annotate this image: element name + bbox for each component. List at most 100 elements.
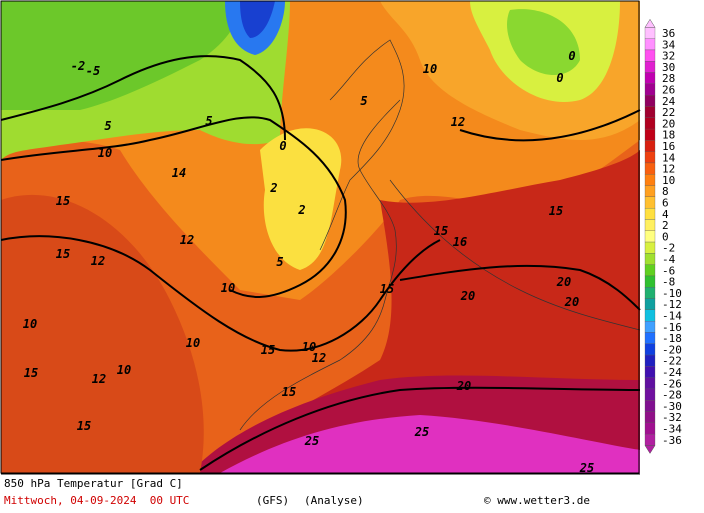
contour-label: 20: [564, 295, 579, 309]
legend-label: 24: [662, 95, 676, 108]
legend-swatch: [644, 185, 656, 198]
contour-label: 2: [269, 181, 277, 195]
legend-swatch: [644, 253, 656, 265]
legend-swatch: [644, 388, 656, 401]
legend-swatch: [644, 27, 656, 39]
color-legend: 363432302826242220181614121086420-2-4-6-…: [644, 18, 682, 454]
footer-date: Mittwoch, 04-09-2024 00 UTC: [4, 494, 189, 507]
legend-label: -12: [662, 298, 682, 311]
legend-label: 0: [662, 230, 669, 243]
contour-label: 10: [221, 281, 235, 295]
ocean-zone: [1, 194, 204, 473]
map-frame: [0, 0, 640, 474]
legend-label: -14: [662, 310, 682, 323]
legend-arrow: [644, 18, 656, 28]
legend-swatch: [644, 95, 656, 107]
legend-swatch: [644, 287, 656, 299]
legend-swatch: [644, 219, 656, 231]
contour-label: 25: [304, 434, 319, 448]
contour-label: 10: [23, 317, 37, 331]
contour-label: 25: [414, 425, 429, 439]
legend-swatch: [644, 38, 656, 51]
legend-label: -2: [662, 242, 675, 255]
legend-label: -10: [662, 287, 682, 300]
legend-label: 26: [662, 84, 675, 97]
legend-swatch: [644, 128, 656, 141]
legend-swatch: [644, 140, 656, 152]
legend-label: -30: [662, 400, 682, 413]
legend-label: -8: [662, 276, 675, 289]
contour-label: 12: [92, 372, 106, 386]
contour-label: 0: [556, 71, 563, 85]
north-green-zone: [507, 9, 580, 75]
legend-label: -24: [662, 366, 682, 379]
legend-label: -28: [662, 389, 682, 402]
legend-label: 18: [662, 129, 675, 142]
contour-label: 5: [360, 94, 367, 108]
contour-label: 10: [186, 336, 200, 350]
contour-label: 15: [549, 204, 563, 218]
contour-label: 15: [56, 247, 70, 261]
contour-label: 0: [568, 49, 575, 63]
contour-label: 15: [261, 343, 275, 357]
legend-swatch: [644, 422, 656, 435]
contour-label: 12: [451, 115, 465, 129]
legend-swatch: [644, 343, 656, 356]
contour-label: 15: [282, 385, 296, 399]
contour-label: 5: [205, 114, 212, 128]
legend-swatch: [644, 298, 656, 310]
legend-label: -16: [662, 321, 682, 334]
contour-label: 15: [56, 194, 70, 208]
legend-label: 16: [662, 140, 675, 153]
legend-label: -32: [662, 411, 682, 424]
contour-label: 15: [434, 224, 448, 238]
legend-label: 28: [662, 72, 675, 85]
isotherm: [0, 116, 347, 298]
contour-label: 15: [24, 366, 38, 380]
legend-label: 34: [662, 38, 676, 51]
isotherm: [399, 264, 641, 311]
coastline: [239, 99, 401, 431]
contour-label: 10: [423, 62, 437, 76]
contour-label: -5: [86, 64, 100, 78]
footer-credit: © www.wetter3.de: [484, 494, 590, 507]
contour-label: 15: [77, 419, 91, 433]
legend-label: 22: [662, 106, 675, 119]
legend-label: 32: [662, 50, 675, 63]
legend-label: 30: [662, 61, 675, 74]
contour-label: 12: [180, 233, 194, 247]
legend-swatch: [644, 83, 656, 96]
coastlines: [239, 39, 641, 431]
legend-swatch: [644, 377, 656, 390]
contour-label: 15: [380, 282, 394, 296]
contour-label: 16: [453, 235, 467, 249]
contour-label: 10: [98, 146, 112, 160]
isotherm: [199, 386, 641, 471]
contour-label: 25: [579, 461, 594, 475]
legend-label: -22: [662, 355, 682, 368]
legend-swatch: [644, 61, 656, 73]
legend-label: 14: [662, 151, 676, 164]
contour-label: -2: [71, 59, 85, 73]
legend-swatch: [644, 264, 656, 277]
legend-swatch: [644, 320, 656, 333]
contour-label: 14: [172, 166, 186, 180]
legend-label: 12: [662, 163, 675, 176]
contour-label: 0: [279, 139, 286, 153]
legend-swatch: [644, 207, 656, 220]
legend-swatch: [644, 366, 656, 378]
magenta-zone: [220, 415, 640, 473]
contour-label: 12: [91, 254, 105, 268]
legend-swatch: [644, 117, 656, 130]
legend-swatch: [644, 151, 656, 164]
legend-swatch: [644, 400, 656, 412]
legend-label: -20: [662, 343, 682, 356]
legend-label: 4: [662, 208, 669, 221]
isotherm: [0, 55, 286, 141]
legend-swatch: [644, 49, 656, 62]
legend-label: 10: [662, 174, 675, 187]
legend-swatch: [644, 309, 656, 322]
